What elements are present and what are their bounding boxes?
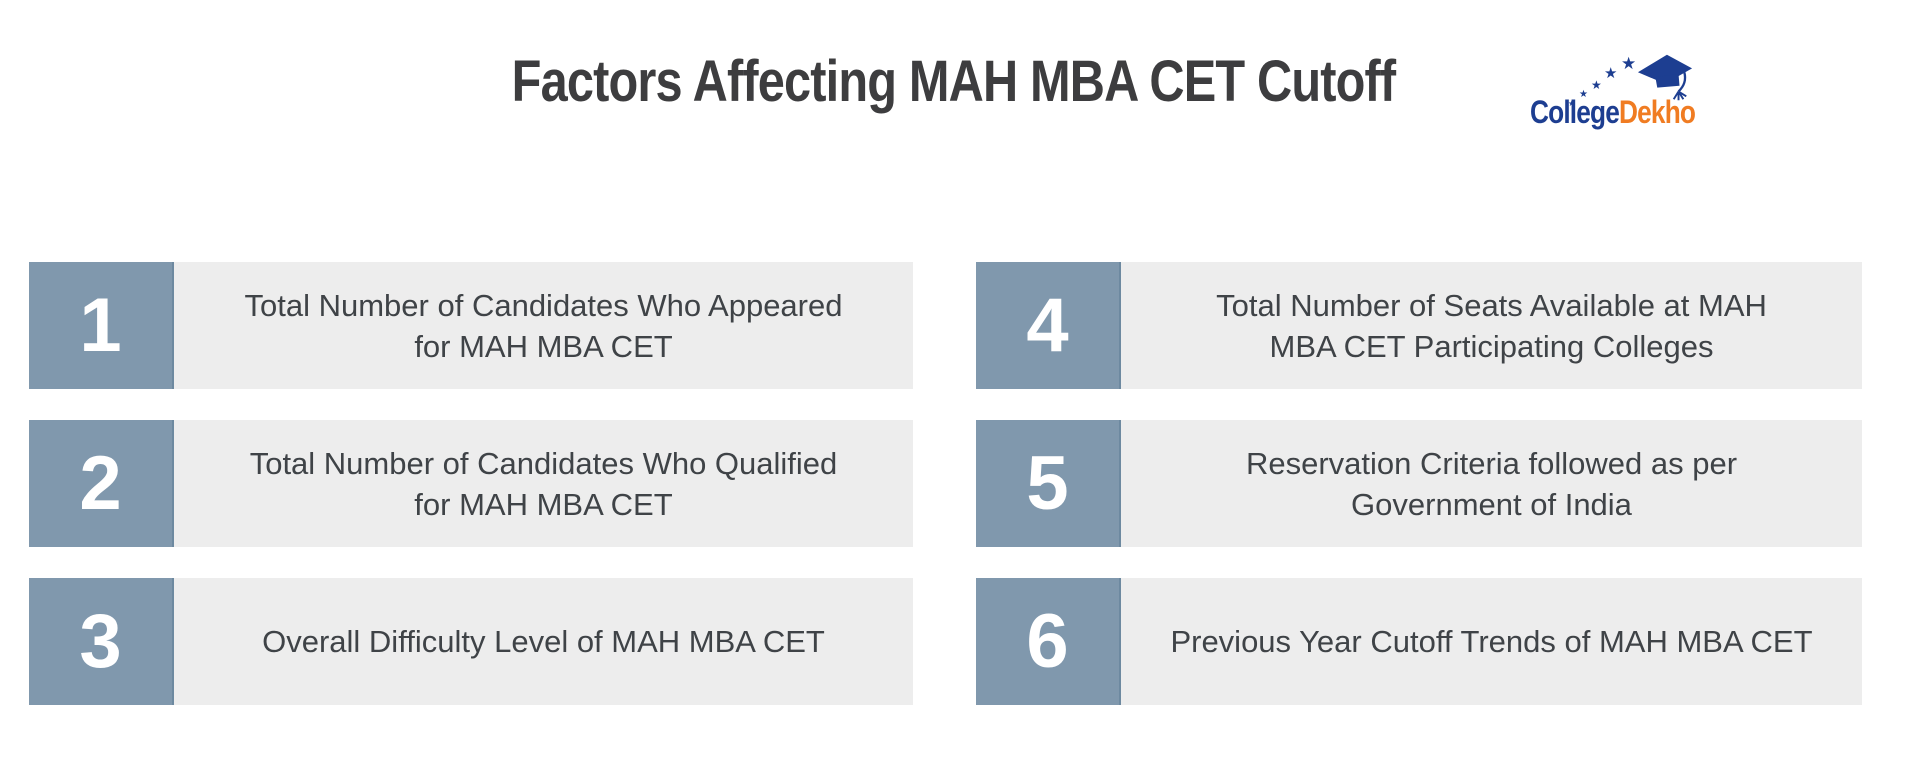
- factor-number: 5: [976, 420, 1121, 547]
- logo-wordmark: CollegeDekho: [1530, 94, 1696, 131]
- factor-card-3: 3 Overall Difficulty Level of MAH MBA CET: [29, 578, 913, 705]
- star-icon: ★: [1604, 64, 1618, 82]
- logo-college-text: College: [1530, 94, 1620, 130]
- factor-card-2: 2 Total Number of Candidates Who Qualifie…: [29, 420, 913, 547]
- star-icon: ★: [1568, 99, 1576, 108]
- graduation-cap-icon: [1637, 54, 1693, 101]
- factor-text: Reservation Criteria followed as per Gov…: [1121, 420, 1862, 547]
- factor-number: 1: [29, 262, 174, 389]
- factor-number: 2: [29, 420, 174, 547]
- factors-column-left: 1 Total Number of Candidates Who Appeared…: [29, 262, 913, 705]
- factor-card-5: 5 Reservation Criteria followed as per Go…: [976, 420, 1862, 547]
- factors-column-right: 4 Total Number of Seats Available at MAH …: [976, 262, 1862, 705]
- collegedekho-logo: ★ ★ ★ ★ ★ CollegeDekho: [1530, 48, 1770, 132]
- factor-text: Total Number of Candidates Who Qualified…: [174, 420, 913, 547]
- logo-dekho-text: Dekho: [1619, 94, 1696, 130]
- factor-text: Total Number of Candidates Who Appeared …: [174, 262, 913, 389]
- factor-card-4: 4 Total Number of Seats Available at MAH …: [976, 262, 1862, 389]
- factor-text: Previous Year Cutoff Trends of MAH MBA C…: [1121, 578, 1862, 705]
- factor-text: Total Number of Seats Available at MAH M…: [1121, 262, 1862, 389]
- star-icon: ★: [1591, 78, 1602, 92]
- factor-card-1: 1 Total Number of Candidates Who Appeared…: [29, 262, 913, 389]
- factor-number: 3: [29, 578, 174, 705]
- factor-number: 4: [976, 262, 1121, 389]
- star-icon: ★: [1621, 54, 1637, 74]
- page-title: Factors Affecting MAH MBA CET Cutoff: [511, 49, 1396, 114]
- factor-card-6: 6 Previous Year Cutoff Trends of MAH MBA …: [976, 578, 1862, 705]
- star-icon: ★: [1579, 89, 1588, 100]
- factor-text: Overall Difficulty Level of MAH MBA CET: [174, 578, 913, 705]
- factor-number: 6: [976, 578, 1121, 705]
